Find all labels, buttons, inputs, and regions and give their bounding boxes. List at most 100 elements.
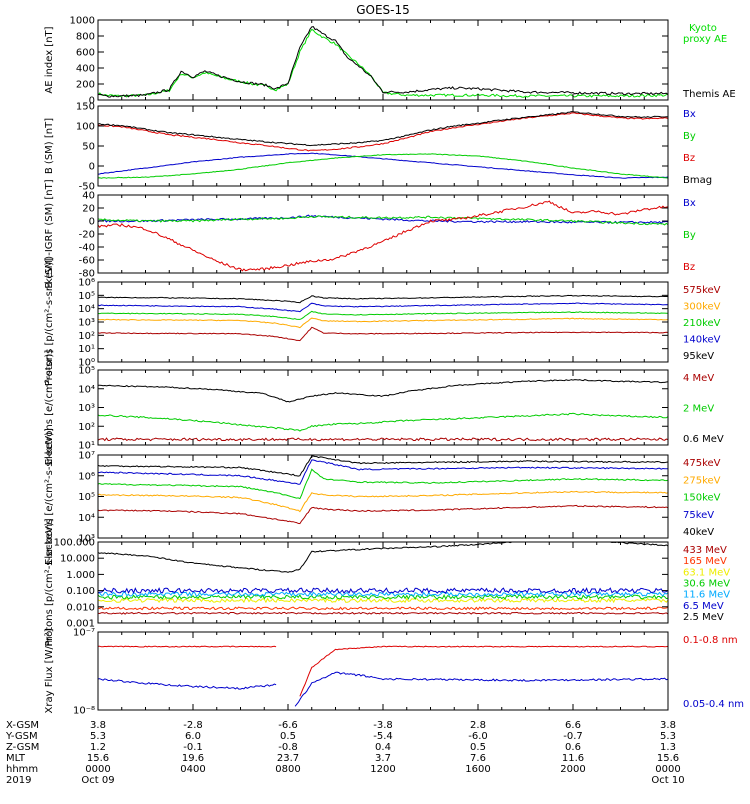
panel-5: 10¹ 10² 10³ 10⁴ 10⁵ Electrons [e/(cm²-s-sr)] 4… <box>44 350 724 466</box>
y-tick-label: 10³ <box>78 403 95 414</box>
x-table-row-label: Z-GSM <box>6 742 39 753</box>
y-tick-label: 10² <box>78 422 95 433</box>
x-table-cell: 6.0 <box>185 731 201 742</box>
y-tick-label: -50 <box>79 182 95 193</box>
y-tick-label: -20 <box>79 230 95 241</box>
x-table-row-label: hhmm <box>6 764 38 775</box>
legend-entry: 433 MeV <box>683 545 727 556</box>
y-tick-label: 100.000 <box>54 538 95 549</box>
y-tick-label: 10.000 <box>60 554 95 565</box>
series-75kev-line <box>97 459 668 485</box>
series-bmag-line <box>97 111 669 147</box>
y-tick-label: 10¹ <box>78 441 95 452</box>
series-575kev-line <box>97 326 669 342</box>
series-300kev-line <box>97 317 669 329</box>
y-tick-label: -80 <box>79 269 95 280</box>
y-axis-label: B (SM)-IGRF (SM) [nT] <box>44 179 55 288</box>
y-tick-label: 10⁴ <box>78 513 95 524</box>
x-table-cell: 1.3 <box>660 742 676 753</box>
y-tick-label: 150 <box>76 102 95 113</box>
panel-3: -80 -60 -40 -20 0 20 40 B (SM)-IGRF (SM) [nT] Bx… <box>44 179 696 288</box>
x-table-cell: Oct 10 <box>651 775 684 786</box>
y-axis-label: Xray Flux [W/m²] <box>44 628 55 713</box>
x-table-cell: -6.6 <box>278 720 298 731</box>
y-tick-label: 10⁷ <box>78 451 95 462</box>
y-tick-label: -60 <box>79 256 95 267</box>
y-tick-label: 10² <box>78 331 95 342</box>
series-63-1-mev-line <box>97 597 669 604</box>
y-tick-label: 20 <box>82 204 95 215</box>
series-210kev-line <box>97 310 669 320</box>
x-table-cell: -6.0 <box>468 731 488 742</box>
x-table-cell: 23.7 <box>277 753 299 764</box>
x-table-cell: 2000 <box>560 764 585 775</box>
plot-title: GOES-15 <box>356 3 410 17</box>
x-table-cell: -5.4 <box>373 731 393 742</box>
legend-entry: 2.5 MeV <box>683 612 724 623</box>
x-table-cell: -0.1 <box>183 742 203 753</box>
x-table-cell: 1200 <box>370 764 395 775</box>
legend-entry: 150keV <box>683 493 721 504</box>
y-tick-label: 10⁵ <box>78 366 95 377</box>
x-table-cell: 3.8 <box>90 720 106 731</box>
series-95kev-line <box>97 294 669 304</box>
y-tick-label: 100 <box>76 122 95 133</box>
panel-frame <box>97 369 669 446</box>
y-tick-label: 0 <box>89 162 95 173</box>
legend-entry: 4 MeV <box>683 373 714 384</box>
y-tick-label: 10⁶ <box>78 278 95 289</box>
x-table-cell: 6.6 <box>565 720 581 731</box>
y-axis-label: Protons [p/(cm²-s-sr-keV)] <box>44 258 55 386</box>
y-tick-label: 600 <box>76 48 95 59</box>
legend-entry: By <box>683 230 696 241</box>
legend-entry: 140keV <box>683 335 721 346</box>
series-475kev-line <box>97 504 669 525</box>
x-table-cell: -2.8 <box>183 720 203 731</box>
x-table-row-label: X-GSM <box>6 720 39 731</box>
legend-entry: 95keV <box>683 351 714 362</box>
y-tick-label: 10³ <box>78 534 95 545</box>
series-bx-line <box>97 152 669 179</box>
y-axis-label: Electrons [e/(cm²-s-sr-keV)] <box>44 428 55 565</box>
legend-entry: 0.05-0.4 nm <box>683 699 744 710</box>
legend-entry: 63.1 MeV <box>683 567 730 578</box>
y-axis-label: B (SM) [nT] <box>44 118 55 174</box>
legend-entry: Bx <box>683 109 696 120</box>
legend-entry: 6.5 MeV <box>683 601 724 612</box>
series-433-mev-line <box>97 611 669 615</box>
panel-1: 0 200 400 600 800 1000 AE index [nT] Kyotoproxy… <box>44 16 736 107</box>
y-tick-label: 0 <box>89 217 95 228</box>
y-tick-label: 0 <box>89 96 95 107</box>
x-axis-table: X-GSM 3.8 -2.8 -6.6 -3.8 2.8 6.6 3.8 Y-GSM 5.3 6.0… <box>5 720 685 786</box>
x-table-cell: 5.3 <box>90 731 106 742</box>
panel-6: 10³ 10⁴ 10⁵ 10⁶ 10⁷ Electrons [e/(cm²-s-sr-ke… <box>44 428 721 565</box>
x-table-cell: 0.4 <box>375 742 391 753</box>
y-tick-label: 10⁻⁷ <box>73 628 95 639</box>
series-bz-line <box>97 200 669 272</box>
y-tick-label: 200 <box>76 80 95 91</box>
y-tick-label: 10⁵ <box>78 291 95 302</box>
series-by-line <box>97 215 669 226</box>
x-table-cell: -0.8 <box>278 742 298 753</box>
y-axis-label: Protons [p/(cm²-s-sr-keV)] <box>44 518 55 646</box>
legend-entry: Bz <box>683 153 695 164</box>
legend-entry: 30.6 MeV <box>683 579 730 590</box>
x-table-cell: 5.3 <box>660 731 676 742</box>
legend-entry: 210keV <box>683 318 721 329</box>
series-275kev-line <box>97 490 669 513</box>
y-tick-label: 10⁴ <box>78 304 95 315</box>
series-0-1-0-8-nm-line <box>98 645 669 697</box>
legend-entry: 40keV <box>683 527 714 538</box>
legend-entry: 300keV <box>683 302 721 313</box>
y-tick-label: -40 <box>79 243 95 254</box>
legend-entry: 275keV <box>683 475 721 486</box>
y-tick-label: 10¹ <box>78 344 95 355</box>
y-tick-label: 10⁶ <box>78 471 95 482</box>
x-table-cell: 0000 <box>655 764 680 775</box>
y-tick-label: 0.100 <box>66 586 95 597</box>
legend-entry: Themis AE <box>682 89 736 100</box>
x-table-cell: 0400 <box>180 764 205 775</box>
series-themis-ae-line <box>97 26 669 98</box>
series-bx-line <box>97 214 669 224</box>
